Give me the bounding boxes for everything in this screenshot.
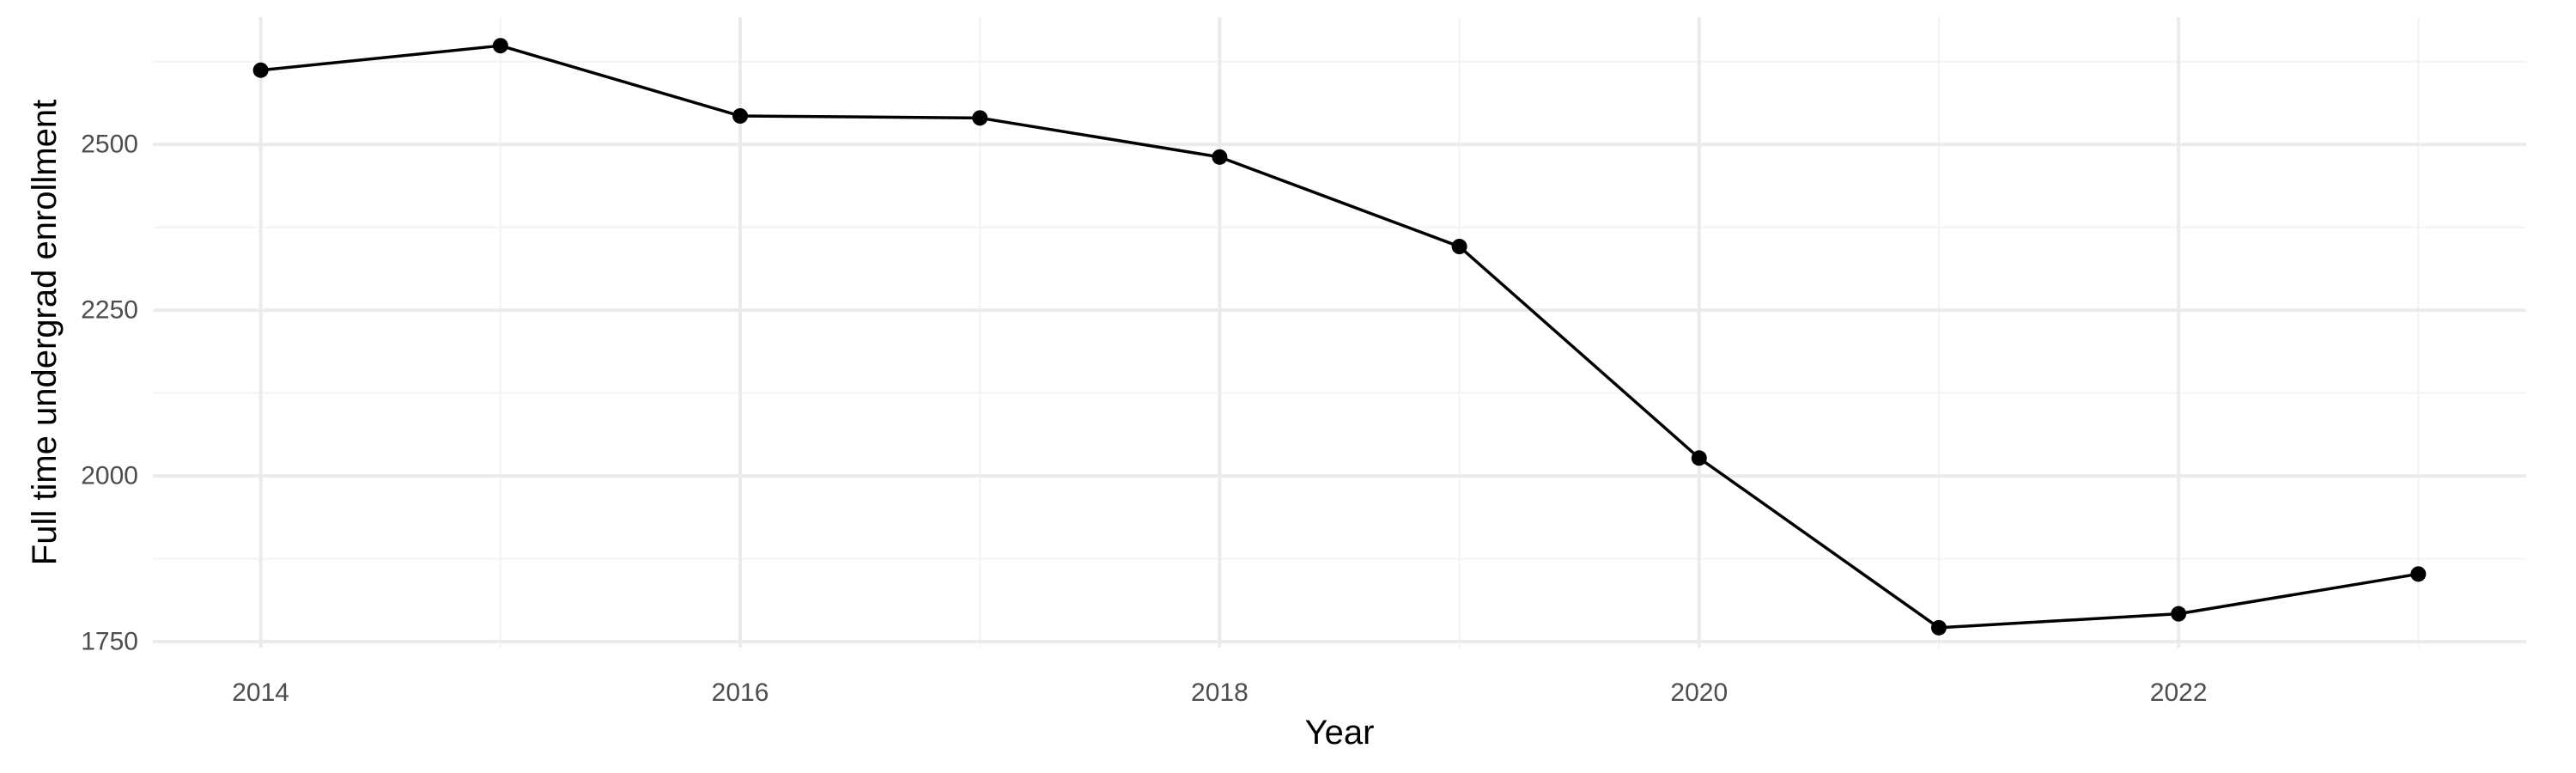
- data-point: [732, 108, 749, 125]
- data-point: [1691, 450, 1707, 466]
- enrollment-series: [252, 38, 2427, 636]
- x-tick-label: 2018: [1191, 679, 1249, 707]
- x-tick-label: 2020: [1670, 679, 1728, 707]
- major-gridlines: [153, 17, 2526, 648]
- y-axis-title: Full time undergrad enrollment: [26, 100, 64, 565]
- series-line: [258, 44, 2421, 630]
- x-axis-tick-labels: 2014 2016 2018 2020 2022: [232, 679, 2207, 707]
- x-axis-title: Year: [1305, 714, 1375, 752]
- data-point: [1930, 619, 1947, 636]
- y-tick-label: 2500: [81, 131, 138, 159]
- data-point: [492, 38, 508, 54]
- y-tick-label: 2000: [81, 462, 138, 490]
- minor-gridlines: [153, 17, 2526, 648]
- y-tick-label: 1750: [81, 628, 138, 656]
- data-point: [2410, 566, 2427, 582]
- y-tick-label: 2250: [81, 296, 138, 325]
- y-axis-tick-labels: 1750 2000 2250 2500: [81, 131, 138, 656]
- x-tick-label: 2014: [232, 679, 289, 707]
- x-tick-label: 2022: [2150, 679, 2208, 707]
- x-tick-label: 2016: [712, 679, 769, 707]
- data-point: [2171, 606, 2187, 622]
- data-point: [1451, 239, 1467, 255]
- data-point: [252, 62, 269, 78]
- data-point: [1212, 149, 1228, 165]
- data-point: [972, 110, 988, 126]
